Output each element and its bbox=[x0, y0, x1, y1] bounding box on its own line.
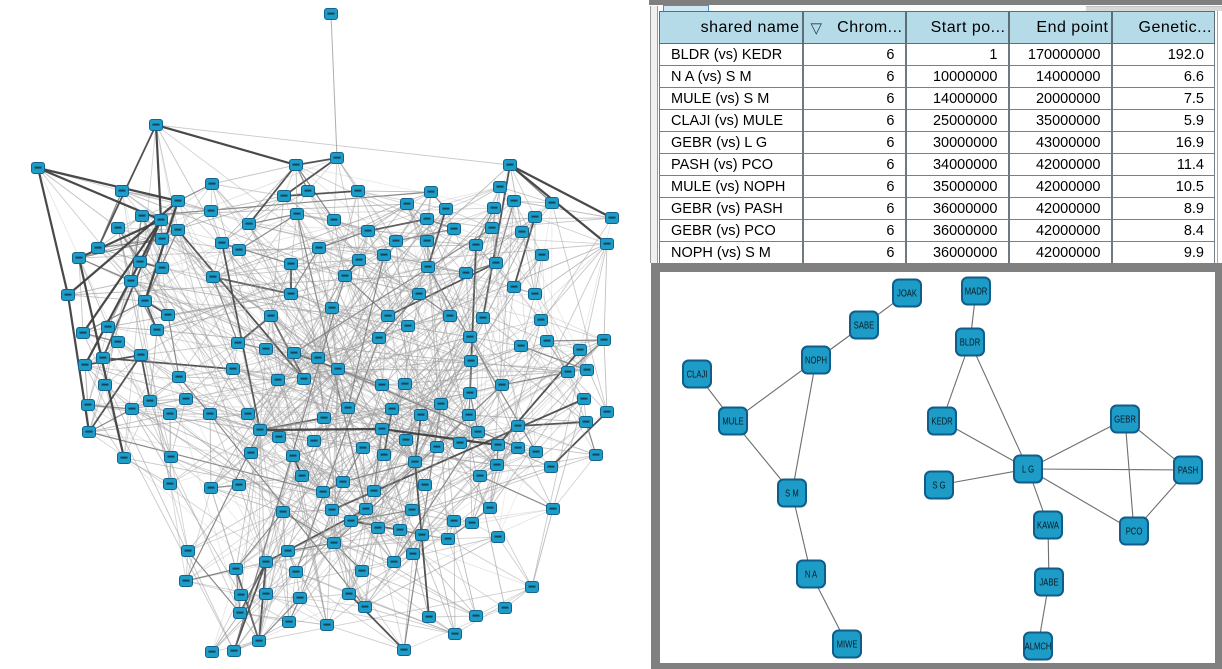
svg-text:BLDR: BLDR bbox=[960, 336, 981, 347]
svg-text:ALMCH: ALMCH bbox=[1025, 640, 1052, 651]
svg-text:MULE: MULE bbox=[722, 415, 743, 426]
svg-text:JABE: JABE bbox=[1039, 576, 1058, 587]
svg-text:NOPH: NOPH bbox=[805, 354, 827, 365]
svg-text:L G: L G bbox=[1022, 463, 1034, 474]
svg-text:KEDR: KEDR bbox=[931, 415, 953, 426]
svg-text:S G: S G bbox=[932, 479, 945, 490]
svg-text:SABE: SABE bbox=[854, 319, 874, 330]
svg-text:GEBR: GEBR bbox=[1114, 413, 1136, 424]
svg-text:S M: S M bbox=[785, 487, 799, 498]
svg-text:CLAJI: CLAJI bbox=[687, 368, 708, 379]
svg-text:MIWE: MIWE bbox=[837, 638, 858, 649]
svg-text:KAWA: KAWA bbox=[1037, 519, 1060, 530]
svg-text:JOAK: JOAK bbox=[897, 287, 918, 298]
svg-text:PCO: PCO bbox=[1126, 525, 1143, 536]
svg-text:MADR: MADR bbox=[965, 285, 988, 296]
svg-text:N A: N A bbox=[805, 568, 818, 579]
svg-text:PASH: PASH bbox=[1178, 464, 1198, 475]
